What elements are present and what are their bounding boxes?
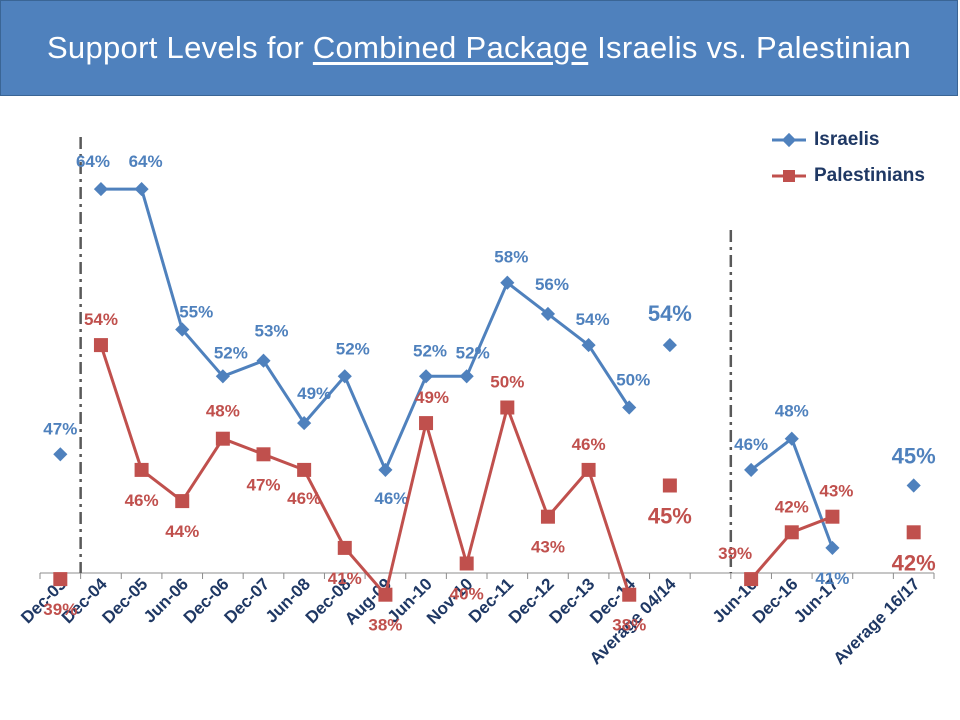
legend-item-israelis: Israelis [770, 122, 925, 158]
israeli-data-label: 41% [815, 569, 849, 588]
palestinian-point [93, 338, 108, 353]
palestinian-point [53, 572, 68, 587]
israeli-data-label: 54% [648, 301, 692, 326]
palestinian-data-label: 39% [43, 600, 77, 619]
palestinian-data-label: 43% [819, 482, 853, 501]
palestinian-point [297, 462, 312, 477]
israeli-point [53, 447, 68, 462]
chart-title: Support Levels for Combined Package Isra… [47, 30, 911, 66]
israeli-data-label: 45% [892, 444, 936, 469]
israeli-point [744, 462, 759, 477]
israeli-data-label: 46% [374, 489, 408, 508]
israeli-data-label: 55% [179, 303, 213, 322]
palestinian-data-label: 45% [648, 504, 692, 529]
palestinian-point [540, 509, 555, 524]
israeli-point [93, 182, 109, 197]
israeli-point [662, 338, 677, 353]
israeli-data-label: 50% [616, 371, 650, 390]
palestinian-point [215, 431, 230, 446]
israeli-data-label: 52% [336, 339, 370, 358]
palestinian-data-label: 48% [206, 402, 240, 421]
legend: Israelis Palestinians [770, 122, 925, 194]
israeli-data-label: 54% [576, 310, 610, 329]
israeli-point [500, 275, 515, 290]
palestinian-point [662, 478, 677, 493]
palestinian-point [500, 400, 515, 415]
israeli-point [215, 369, 230, 384]
title-underlined: Combined Package [312, 30, 589, 65]
israeli-point [134, 182, 149, 197]
israeli-point [378, 462, 393, 477]
title-suffix: Israelis vs. Palestinian [588, 30, 912, 65]
israeli-data-label: 52% [214, 343, 248, 362]
israeli-point [540, 306, 556, 321]
x-tick-label: Dec-05 [99, 574, 152, 627]
israeli-data-label: 46% [734, 435, 768, 454]
palestinian-point [825, 509, 840, 524]
legend-label-israelis: Israelis [814, 129, 880, 150]
palestinian-data-label: 42% [775, 497, 809, 516]
palestinian-point [784, 525, 799, 540]
israeli-point [418, 369, 434, 384]
israeli-point [175, 322, 190, 337]
israeli-point [784, 431, 799, 446]
palestinian-point [906, 525, 921, 540]
palestinian-point [175, 494, 190, 509]
israeli-data-label: 64% [76, 152, 110, 171]
legend-square-icon [772, 170, 806, 182]
legend-diamond-icon [772, 132, 806, 148]
series-line-israelis [100, 187, 631, 472]
series-line-palestinians [99, 344, 631, 597]
israeli-point [906, 478, 921, 493]
palestinian-data-label: 40% [450, 585, 484, 604]
palestinian-point [337, 540, 352, 555]
legend-label-palestinians: Palestinians [814, 165, 925, 186]
palestinian-data-label: 46% [287, 489, 321, 508]
israeli-data-label: 47% [43, 419, 77, 438]
israeli-point [459, 369, 474, 384]
israeli-point [297, 416, 312, 431]
palestinian-data-label: 46% [125, 491, 159, 510]
palestinian-point [419, 416, 434, 431]
palestinian-data-label: 39% [718, 544, 752, 563]
palestinian-data-label: 54% [84, 310, 118, 329]
israeli-point [337, 369, 352, 384]
palestinian-data-label: 38% [612, 616, 646, 635]
x-tick-label: Dec-07 [220, 574, 273, 627]
israeli-data-label: 58% [494, 248, 528, 267]
israeli-point [581, 338, 596, 353]
israeli-point [256, 353, 271, 368]
israeli-data-label: 48% [775, 402, 809, 421]
palestinian-data-label: 49% [415, 388, 449, 407]
palestinian-data-label: 44% [165, 522, 199, 541]
palestinian-point [744, 572, 759, 587]
title-prefix: Support Levels for [46, 30, 313, 65]
palestinian-point [256, 447, 271, 462]
israeli-point [825, 540, 840, 555]
israeli-data-label: 52% [456, 343, 490, 362]
x-tick-label: Average 16/17 [830, 574, 924, 668]
palestinian-point [581, 462, 596, 477]
palestinian-data-label: 38% [368, 616, 402, 635]
palestinian-data-label: 43% [531, 538, 565, 557]
palestinian-data-label: 47% [246, 475, 280, 494]
israeli-data-label: 49% [297, 384, 331, 403]
israeli-data-label: 56% [535, 275, 569, 294]
israeli-data-label: 53% [254, 322, 288, 341]
palestinian-point [134, 462, 149, 477]
palestinian-data-label: 50% [490, 373, 524, 392]
israeli-point [622, 400, 637, 415]
israeli-data-label: 64% [129, 152, 163, 171]
legend-item-palestinians: Palestinians [770, 158, 925, 194]
israeli-data-label: 52% [413, 341, 447, 360]
palestinian-data-label: 41% [328, 569, 362, 588]
palestinian-data-label: 42% [892, 550, 936, 575]
palestinian-data-label: 46% [572, 435, 606, 454]
palestinian-point [622, 587, 637, 602]
palestinian-point [459, 556, 474, 571]
palestinian-point [378, 587, 393, 602]
title-bar: Support Levels for Combined Package Isra… [0, 0, 958, 96]
